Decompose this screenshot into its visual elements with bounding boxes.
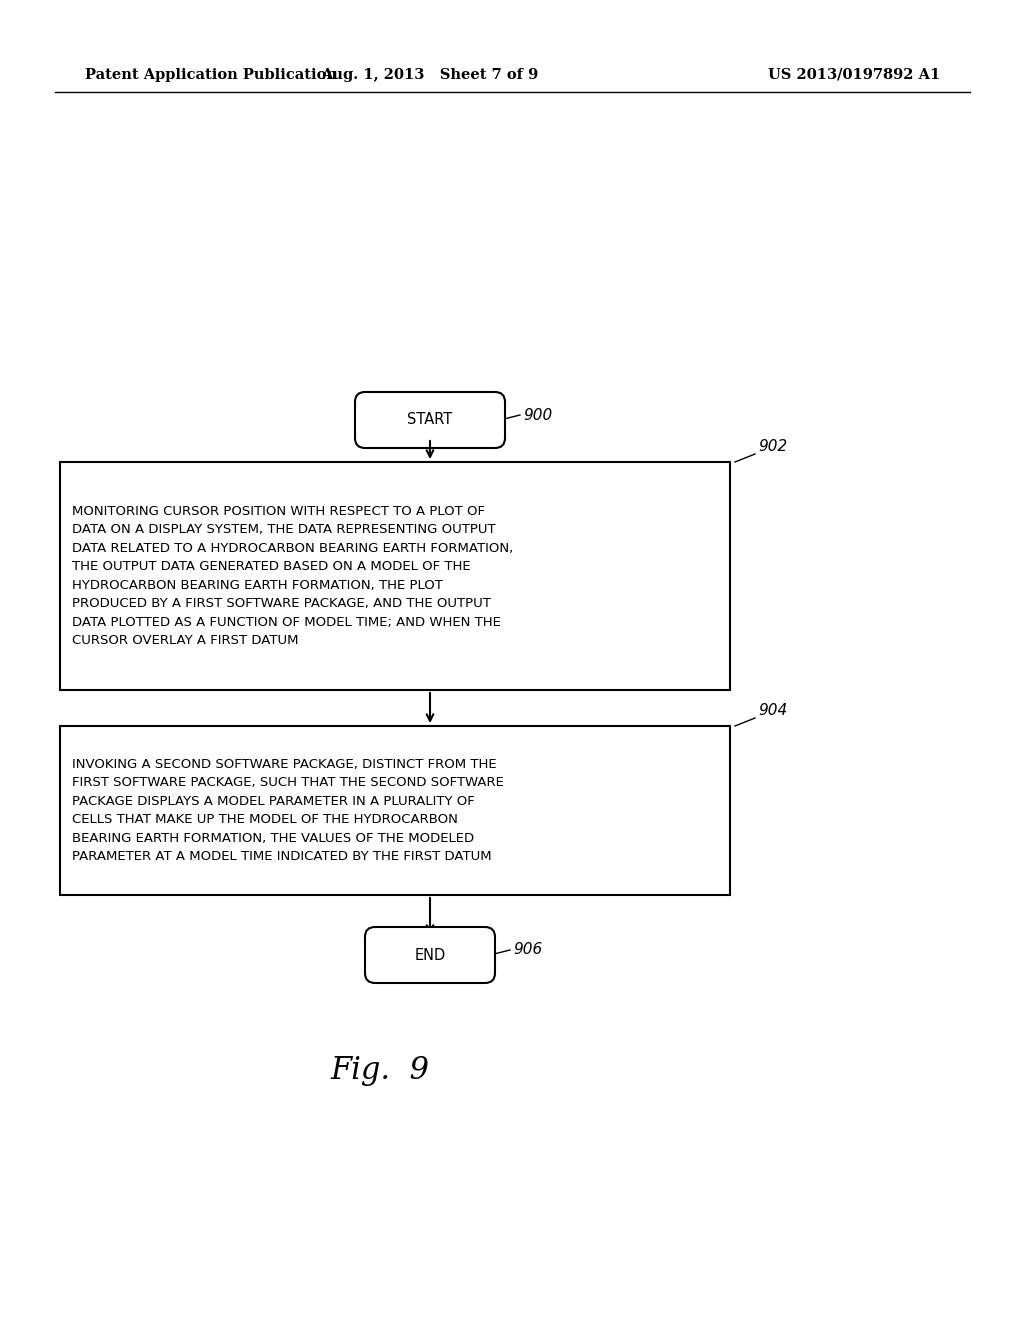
Text: 902: 902 <box>758 440 787 454</box>
Text: US 2013/0197892 A1: US 2013/0197892 A1 <box>768 69 940 82</box>
Text: Patent Application Publication: Patent Application Publication <box>85 69 337 82</box>
FancyBboxPatch shape <box>365 927 495 983</box>
Text: MONITORING CURSOR POSITION WITH RESPECT TO A PLOT OF
DATA ON A DISPLAY SYSTEM, T: MONITORING CURSOR POSITION WITH RESPECT … <box>72 504 513 647</box>
Text: END: END <box>415 948 445 962</box>
Text: INVOKING A SECOND SOFTWARE PACKAGE, DISTINCT FROM THE
FIRST SOFTWARE PACKAGE, SU: INVOKING A SECOND SOFTWARE PACKAGE, DIST… <box>72 758 504 863</box>
Text: Aug. 1, 2013   Sheet 7 of 9: Aug. 1, 2013 Sheet 7 of 9 <box>322 69 539 82</box>
FancyBboxPatch shape <box>60 462 730 690</box>
FancyBboxPatch shape <box>60 726 730 895</box>
Text: 904: 904 <box>758 704 787 718</box>
Text: START: START <box>408 412 453 428</box>
Text: 906: 906 <box>513 942 543 957</box>
Text: 900: 900 <box>523 408 552 422</box>
Text: Fig.  9: Fig. 9 <box>331 1055 429 1085</box>
FancyBboxPatch shape <box>355 392 505 447</box>
